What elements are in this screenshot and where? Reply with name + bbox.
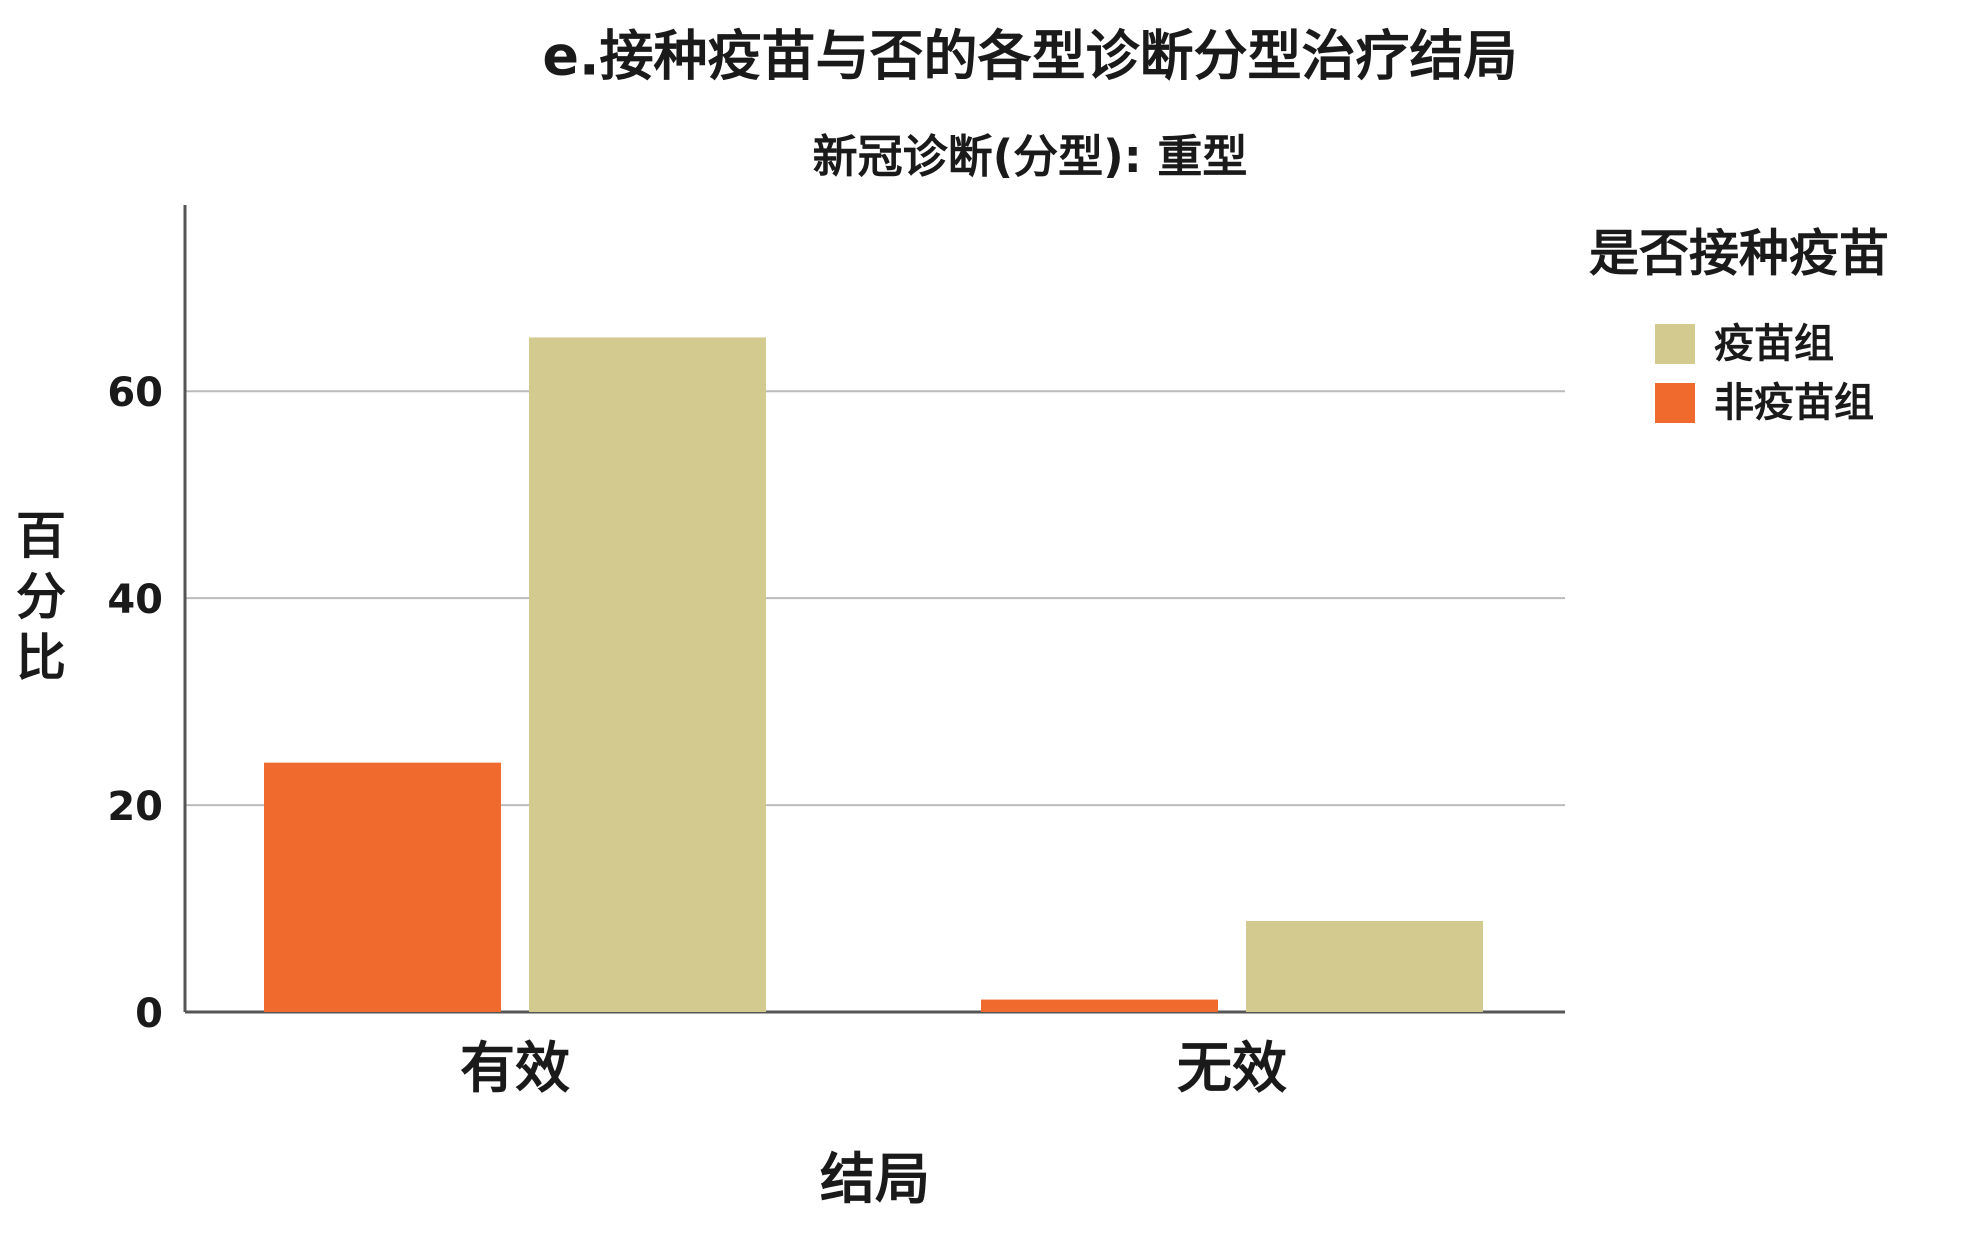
bar xyxy=(264,762,501,1012)
chart-subtitle: 新冠诊断(分型): 重型 xyxy=(813,130,1248,183)
x-tick-label: 无效 xyxy=(1177,1036,1287,1100)
legend-title: 是否接种疫苗 xyxy=(1589,225,1889,283)
bar xyxy=(529,337,766,1012)
y-tick-label: 0 xyxy=(135,991,163,1037)
bar xyxy=(981,999,1218,1012)
legend-swatch xyxy=(1655,324,1695,364)
y-tick-label: 40 xyxy=(107,577,163,623)
y-axis-label: 百分比 xyxy=(16,507,66,687)
y-tick-label: 20 xyxy=(107,784,163,830)
legend-label: 疫苗组 xyxy=(1714,321,1834,367)
legend-swatch xyxy=(1655,383,1695,423)
x-axis-label: 结局 xyxy=(820,1147,930,1211)
chart-title: e.接种疫苗与否的各型诊断分型治疗结局 xyxy=(542,25,1517,88)
bar xyxy=(1246,920,1483,1012)
y-tick-label: 60 xyxy=(107,370,163,416)
legend-label: 非疫苗组 xyxy=(1714,380,1874,426)
x-tick-label: 有效 xyxy=(460,1036,570,1100)
